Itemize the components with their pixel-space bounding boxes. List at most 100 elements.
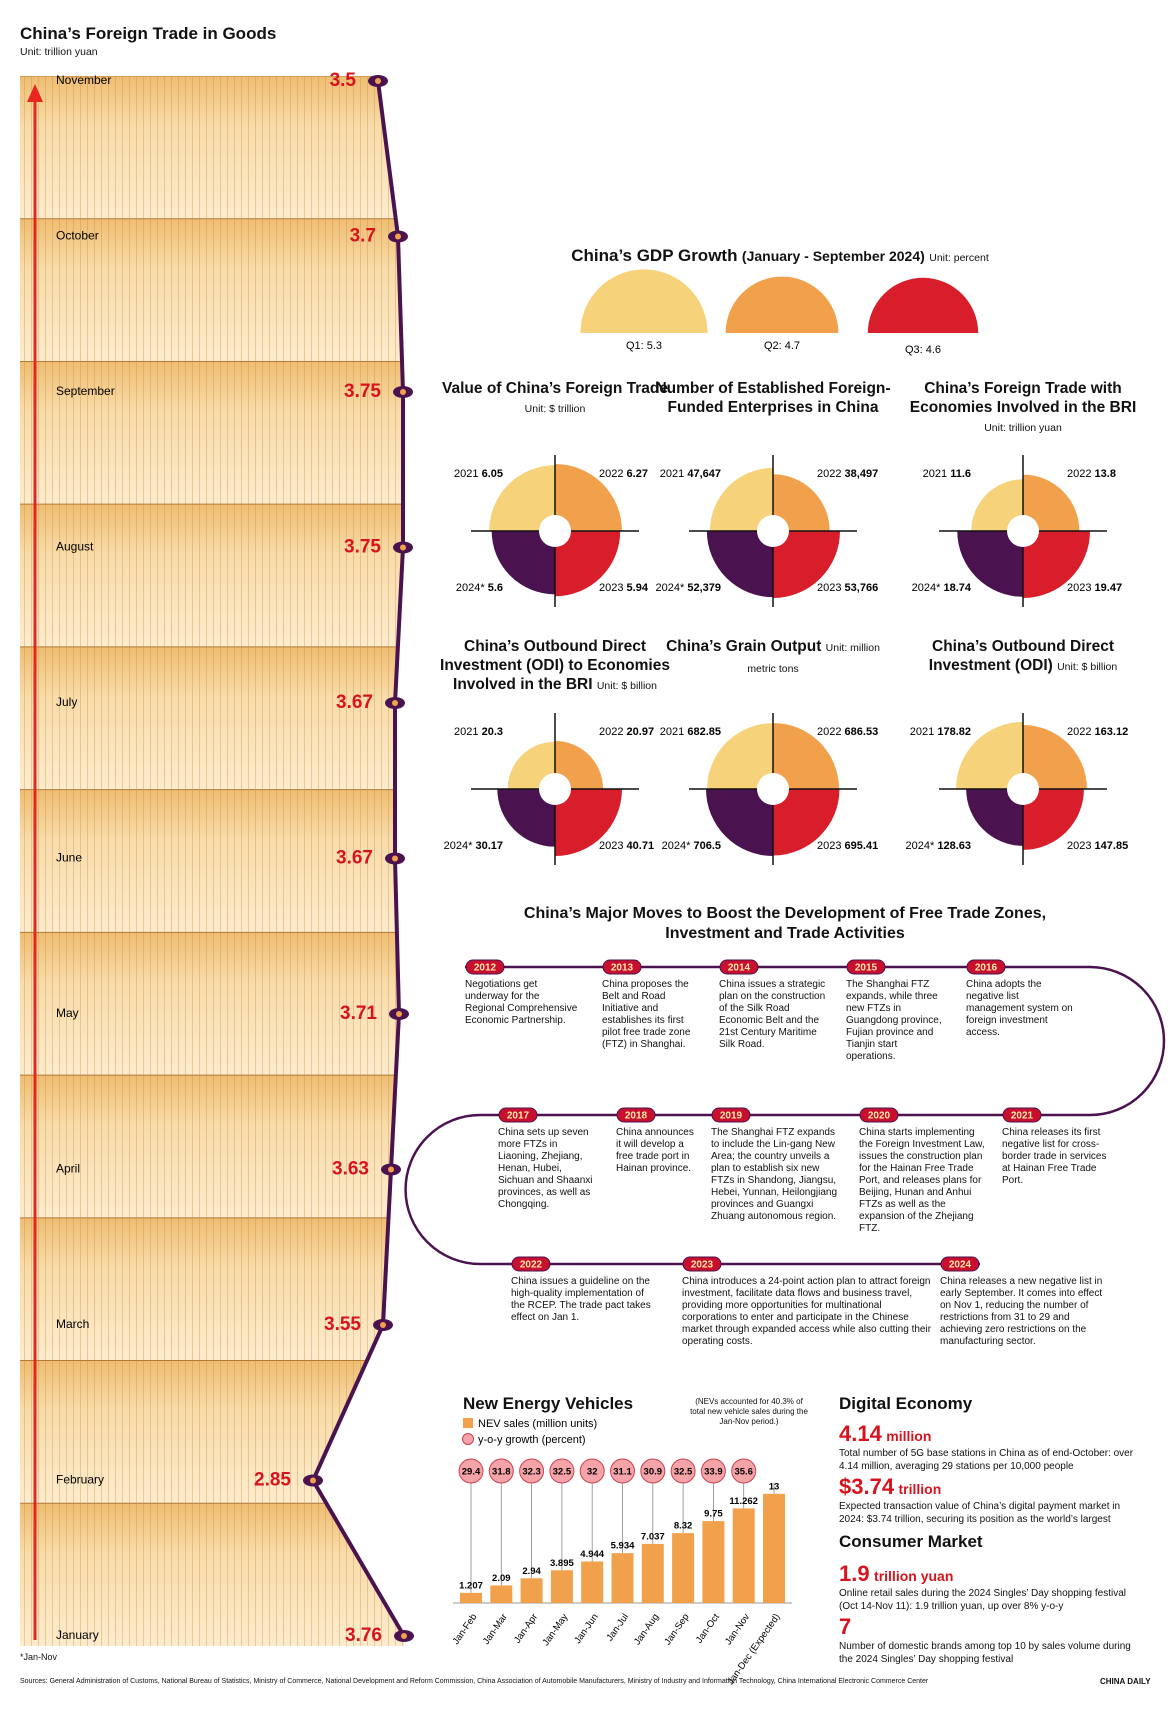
value-label: 3.67 bbox=[336, 692, 373, 713]
growth-circle bbox=[458, 1458, 484, 1484]
year-label: 2024 bbox=[949, 1260, 972, 1271]
x-tick-label: Jan-Jul bbox=[604, 1612, 631, 1643]
event-text: China issues a strategic plan on the con… bbox=[719, 979, 826, 1050]
year-badge bbox=[616, 1107, 656, 1123]
year-label: 2018 bbox=[625, 1111, 648, 1122]
year: 2024* bbox=[456, 582, 485, 594]
pie-quadrant bbox=[773, 722, 840, 789]
pie-label: 2021 20.3 bbox=[454, 726, 503, 738]
year-badge bbox=[940, 1256, 980, 1272]
chart-title: Number of Established Foreign-Funded Ent… bbox=[655, 380, 891, 416]
chart-subtitle: Unit: percent bbox=[929, 252, 989, 264]
chart-title-block: Value of China’s Foreign Trade Unit: $ t… bbox=[437, 379, 673, 419]
bar-value: 7.037 bbox=[641, 1531, 665, 1542]
value: 4.7 bbox=[785, 340, 800, 352]
pie-label: 2024* 30.17 bbox=[444, 840, 503, 852]
pie-hole bbox=[1007, 773, 1039, 805]
category: Q1: bbox=[626, 340, 644, 352]
bar-value: 8.32 bbox=[674, 1521, 693, 1532]
figure-value: $3.74 bbox=[839, 1474, 895, 1499]
figure-unit: trillion bbox=[898, 1481, 942, 1497]
pie-label: 2022 20.97 bbox=[599, 726, 654, 738]
year: 2023 bbox=[599, 840, 623, 852]
pie-label: 2023 5.94 bbox=[599, 582, 649, 594]
growth-circle bbox=[519, 1458, 545, 1484]
year-badge bbox=[859, 1107, 899, 1123]
dot-center bbox=[392, 855, 398, 862]
year: 2021 bbox=[454, 468, 478, 480]
year: 2023 bbox=[599, 582, 623, 594]
chart-title: Value of China’s Foreign Trade bbox=[442, 380, 668, 397]
pie-label: 2023 695.41 bbox=[817, 840, 878, 852]
bar-value: 1.207 bbox=[459, 1580, 483, 1591]
dot-center bbox=[375, 78, 381, 84]
year-badge bbox=[711, 1107, 751, 1123]
pie-quadrant bbox=[555, 740, 604, 789]
section-title: Consumer Market bbox=[839, 1532, 983, 1551]
pie-hole bbox=[539, 515, 571, 547]
legend-swatch bbox=[462, 1433, 474, 1445]
month-label: October bbox=[56, 229, 99, 243]
month-label: February bbox=[56, 1473, 104, 1487]
chart-subtitle: Unit: trillion yuan bbox=[20, 46, 98, 58]
chart-subtitle: Unit: $ trillion bbox=[524, 403, 586, 415]
pie-label: 2024* 18.74 bbox=[912, 582, 972, 594]
pie-label: 2021 6.05 bbox=[454, 468, 503, 480]
event-text: The Shanghai FTZ expands, while three ne… bbox=[846, 979, 942, 1062]
year: 2022 bbox=[599, 468, 623, 480]
bar-value: 5.934 bbox=[611, 1541, 635, 1552]
pie-quadrant bbox=[497, 789, 555, 847]
year-label: 2015 bbox=[855, 963, 878, 974]
month-label: April bbox=[56, 1162, 80, 1176]
year: 2023 bbox=[817, 840, 841, 852]
event-text: The Shanghai FTZ expands to include the … bbox=[711, 1127, 838, 1222]
chart-title: China’s Foreign Trade with Economies Inv… bbox=[909, 380, 1137, 416]
value: 47,647 bbox=[687, 468, 721, 480]
chart-title-block: China’s GDP Growth (January - September … bbox=[455, 246, 1105, 266]
year-label: 2013 bbox=[611, 963, 634, 974]
pie-hole bbox=[757, 515, 789, 547]
growth-label: 32.3 bbox=[522, 1467, 541, 1478]
figure-unit: million bbox=[886, 1428, 932, 1444]
year-badge bbox=[511, 1256, 551, 1272]
value: 147.85 bbox=[1095, 840, 1129, 852]
growth-circle bbox=[640, 1458, 666, 1484]
pie-label: 2022 686.53 bbox=[817, 726, 878, 738]
year: 2022 bbox=[817, 468, 841, 480]
bar bbox=[672, 1533, 695, 1603]
x-tick-label: Jan-Aug bbox=[632, 1612, 661, 1647]
event-text: China issues a guideline on the high-qua… bbox=[511, 1276, 651, 1323]
growth-circle bbox=[700, 1458, 726, 1484]
pie-quadrant bbox=[555, 531, 621, 597]
pie-quadrant bbox=[773, 531, 840, 598]
event-text: China introduces a 24-point action plan … bbox=[682, 1276, 932, 1347]
event-text: China sets up seven more FTZs in Liaonin… bbox=[498, 1127, 593, 1210]
pie-quadrant bbox=[491, 531, 555, 595]
year-label: 2012 bbox=[474, 963, 497, 974]
semicircle bbox=[580, 269, 708, 333]
chart-subtitle: Unit: $ billion bbox=[1057, 661, 1118, 673]
month-label: May bbox=[56, 1006, 79, 1020]
value: 53,766 bbox=[845, 582, 879, 594]
year-badge bbox=[966, 959, 1006, 975]
year: 2021 bbox=[454, 726, 478, 738]
pie-quadrant bbox=[773, 789, 840, 856]
chart-title: New Energy Vehicles bbox=[463, 1394, 634, 1413]
dot-center bbox=[310, 1477, 316, 1484]
month-label: November bbox=[56, 73, 111, 87]
trade-stripes bbox=[20, 76, 404, 1646]
pie-label: 2021 178.82 bbox=[910, 726, 971, 738]
year: 2021 bbox=[660, 468, 684, 480]
trade-background bbox=[20, 76, 404, 1646]
x-tick-label: Jan-Jun bbox=[572, 1612, 600, 1646]
year: 2024* bbox=[656, 582, 685, 594]
credit: CHINA DAILY bbox=[1100, 1677, 1151, 1686]
x-tick-label: Jan-Sep bbox=[662, 1612, 691, 1647]
bar bbox=[732, 1508, 755, 1603]
dot-center bbox=[396, 1011, 402, 1017]
growth-label: 29.4 bbox=[462, 1467, 481, 1478]
chart-subtitle: Unit: $ billion bbox=[596, 680, 657, 692]
value: 30.17 bbox=[475, 840, 503, 852]
figure: 4.14 million bbox=[839, 1421, 931, 1447]
